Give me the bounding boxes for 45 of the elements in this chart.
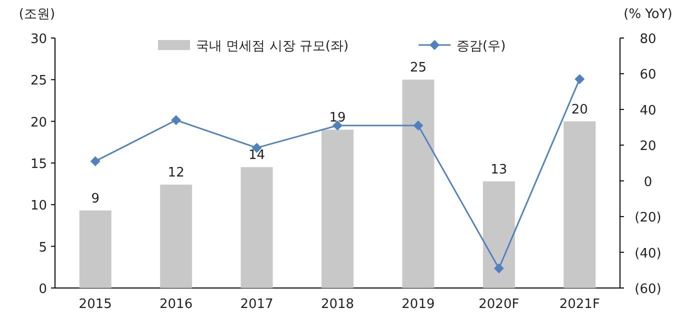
x-tick-label: 2018 — [320, 297, 354, 312]
y-axis-title: (조원) — [18, 7, 56, 22]
point — [90, 156, 100, 166]
y-tick-label: 20 — [30, 115, 47, 130]
data-label: 20 — [571, 102, 588, 118]
point — [413, 120, 424, 130]
y-tick-label: 0 — [38, 282, 47, 297]
bar — [160, 184, 192, 288]
y2-tick-label: (60) — [634, 282, 662, 297]
data-label: 13 — [490, 162, 508, 178]
y-tick-label: 25 — [30, 74, 47, 89]
x-tick-label: 2021F — [559, 297, 600, 312]
data-label: 12 — [168, 166, 184, 181]
y2-tick-label: (40) — [634, 246, 662, 262]
x-tick-label: 2016 — [160, 297, 193, 312]
y2-tick-label: 40 — [640, 103, 656, 118]
data-label: 25 — [410, 60, 426, 76]
y2-tick-label: 20 — [640, 139, 656, 154]
y-tick-label: 15 — [30, 157, 47, 172]
y-tick-label: 30 — [30, 32, 47, 47]
bar — [482, 181, 515, 288]
y-tick-label: 5 — [38, 240, 47, 256]
y2-tick-label: (20) — [634, 210, 662, 226]
point — [494, 263, 504, 274]
x-tick-label: 2017 — [240, 297, 274, 312]
legend-label: 증감(우) — [456, 39, 506, 54]
y2-tick-label: 80 — [640, 32, 656, 47]
y2-axis-title: (% YoY) — [624, 7, 672, 22]
bar — [240, 167, 273, 288]
point — [171, 115, 182, 126]
bar — [564, 121, 596, 288]
bar — [79, 210, 112, 288]
bar — [322, 130, 354, 288]
data-label: 19 — [329, 110, 346, 126]
x-tick-label: 2020F — [478, 297, 520, 312]
x-tick-label: 2019 — [402, 297, 435, 312]
y2-tick-label: 60 — [640, 68, 656, 83]
data-label: 14 — [248, 148, 266, 164]
x-tick-label: 2015 — [78, 297, 112, 312]
point — [574, 74, 585, 84]
data-label: 9 — [91, 192, 100, 206]
y2-tick-label: 0 — [644, 174, 652, 190]
y-tick-label: 10 — [30, 198, 47, 214]
legend-label: 국내 면세점 시장 규모(좌) — [196, 39, 349, 54]
bar — [402, 80, 434, 288]
